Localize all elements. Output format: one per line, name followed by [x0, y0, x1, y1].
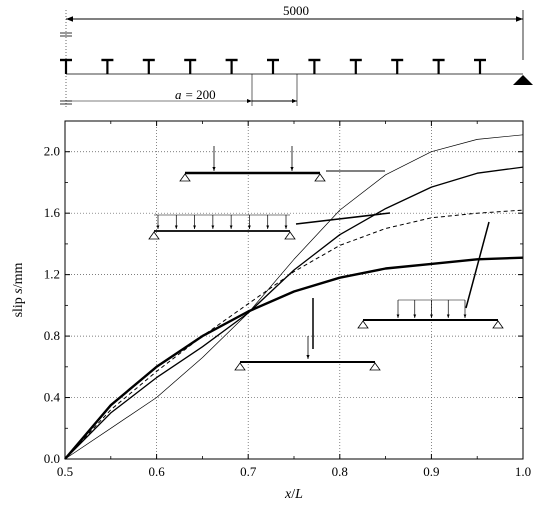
series-line-two-point-loads	[64, 134, 524, 460]
support-icon	[369, 362, 381, 371]
distributed-load-arrows	[156, 215, 288, 229]
plot-frame	[64, 120, 524, 460]
y-tick-label: 1.6	[44, 205, 61, 220]
support-icon	[234, 362, 246, 371]
x-tick-label: 0.7	[240, 464, 257, 479]
grid-lines	[65, 121, 523, 459]
y-tick-label: 1.2	[44, 267, 60, 282]
inset-partial-distributed-load	[357, 221, 504, 329]
series-line-full-distributed-load	[64, 166, 524, 460]
support-icon	[314, 173, 326, 182]
support-icon	[357, 320, 369, 329]
load-case-insets	[148, 146, 504, 371]
support-icon	[492, 320, 504, 329]
axis-ticks: 0.5 0.6 0.7 0.8 0.9 1.0 0.0 0.4 0.8 1.2 1.6 2.0	[44, 121, 531, 479]
inset-two-point-loads	[179, 146, 385, 182]
series-line-single-point-load-at-midspan	[64, 256, 524, 460]
support-icon	[179, 173, 191, 182]
inset-single-point-load	[234, 298, 381, 371]
x-tick-label: 1.0	[515, 464, 531, 479]
y-axis-title: slip s/mm	[11, 262, 26, 317]
shear-connectors	[60, 58, 486, 74]
inset-full-distributed-load	[148, 212, 391, 240]
x-tick-label: 0.9	[423, 464, 439, 479]
x-tick-label: 0.6	[148, 464, 165, 479]
y-tick-label: 0.8	[44, 328, 60, 343]
plot-area: 0.5 0.6 0.7 0.8 0.9 1.0 0.0 0.4 0.8 1.2 1.6 2.0	[44, 120, 531, 479]
series-lines	[64, 134, 524, 460]
y-tick-label: 0.0	[44, 451, 60, 466]
right-support-icon	[513, 75, 533, 85]
series-line-partial-distributed-load	[64, 209, 524, 460]
distributed-load-arrows	[396, 300, 467, 318]
x-tick-label: 0.5	[57, 464, 73, 479]
y-tick-label: 2.0	[44, 144, 60, 159]
x-tick-label: 0.8	[332, 464, 348, 479]
y-tick-label: 0.4	[44, 390, 61, 405]
span-dimension-label: 5000	[283, 3, 309, 18]
spacing-label: a = 200	[175, 87, 216, 102]
inset-leader-line	[295, 212, 391, 225]
beam-schematic: 5000 a = 200	[60, 3, 533, 108]
inset-leader-line	[465, 221, 490, 309]
support-icon	[148, 231, 160, 240]
support-icon	[284, 231, 296, 240]
x-axis-title: x/L	[284, 487, 303, 502]
